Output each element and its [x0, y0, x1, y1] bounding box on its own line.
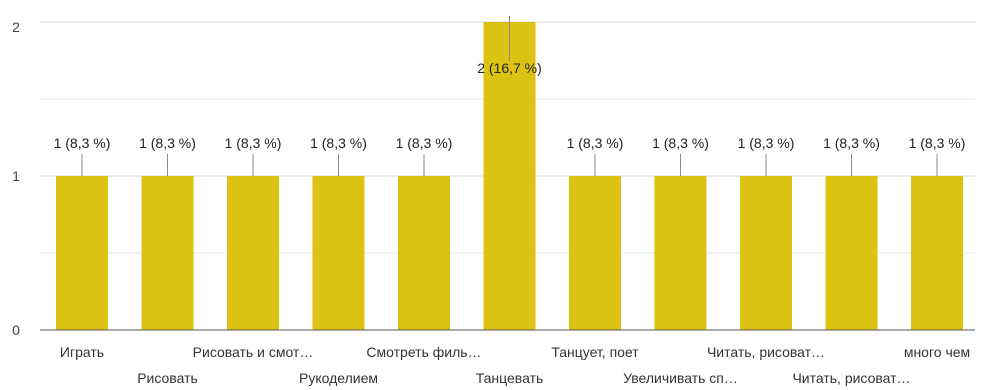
- x-tick-label: Рисовать: [137, 370, 198, 386]
- data-labels: 1 (8,3 %) 1 (8,3 %) 1 (8,3 %) 1 (8,3 %) 1 (8…: [54, 16, 966, 176]
- bar: [911, 176, 963, 330]
- x-tick-label: Танцует, поет: [551, 344, 639, 360]
- data-label: 1 (8,3 %): [225, 135, 282, 151]
- x-tick-label: Рукоделием: [299, 370, 378, 386]
- x-tick-label: Читать, рисоват…: [707, 344, 825, 360]
- bar: [56, 176, 108, 330]
- bar: [483, 22, 536, 330]
- bar: [141, 176, 194, 330]
- bar: [312, 176, 365, 330]
- x-tick-label: Читать, рисоват…: [792, 370, 910, 386]
- bar: [825, 176, 878, 330]
- bar: [654, 176, 707, 330]
- data-label: 1 (8,3 %): [396, 135, 453, 151]
- bar: [398, 176, 450, 330]
- x-tick-label: много чем: [904, 344, 970, 360]
- x-tick-label: Играть: [60, 344, 104, 360]
- bar: [227, 176, 279, 330]
- x-tick-label: Увеличивать сп…: [623, 370, 738, 386]
- data-label: 1 (8,3 %): [823, 135, 880, 151]
- data-label: 1 (8,3 %): [738, 135, 795, 151]
- y-tick-label: 2: [12, 19, 20, 35]
- y-tick-label: 0: [12, 322, 20, 338]
- axes: 0 1 2 Играть Рисовать Рисовать и смот… Рукодел…: [12, 19, 975, 386]
- y-tick-label: 1: [12, 168, 20, 184]
- x-tick-label: Смотреть филь…: [366, 344, 481, 360]
- data-label: 1 (8,3 %): [310, 135, 367, 151]
- data-label: 1 (8,3 %): [54, 135, 111, 151]
- data-label: 1 (8,3 %): [567, 135, 624, 151]
- data-label: 1 (8,3 %): [909, 135, 966, 151]
- bar: [740, 176, 792, 330]
- bar: [569, 176, 621, 330]
- data-label: 1 (8,3 %): [652, 135, 709, 151]
- data-label: 1 (8,3 %): [139, 135, 196, 151]
- data-label: 2 (16,7 %): [477, 60, 542, 76]
- bars: [56, 22, 963, 330]
- x-tick-label: Рисовать и смот…: [193, 344, 314, 360]
- x-tick-label: Танцевать: [476, 370, 544, 386]
